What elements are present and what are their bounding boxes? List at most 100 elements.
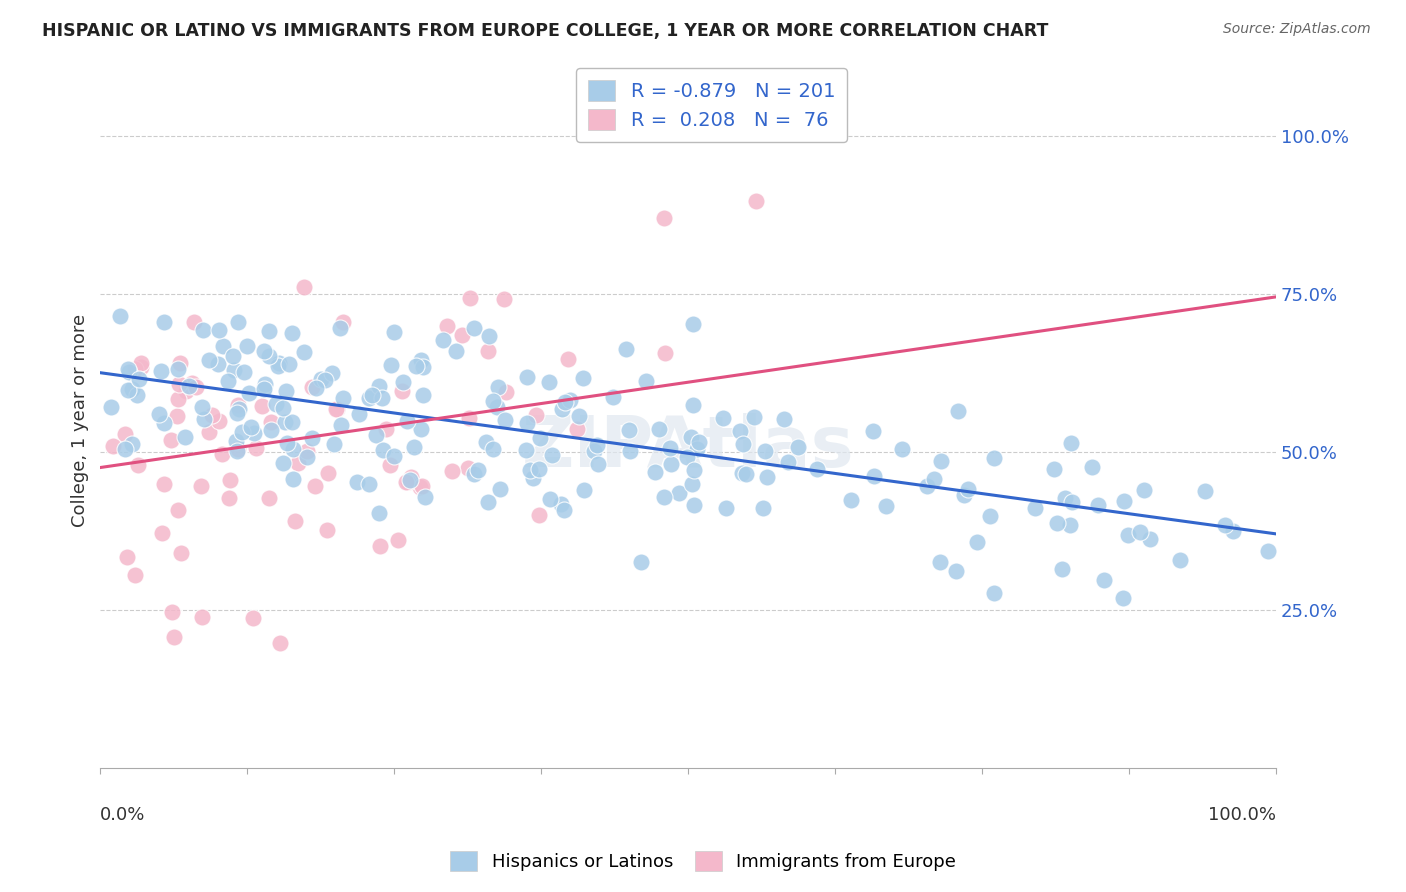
Point xyxy=(463,467,485,481)
Point xyxy=(481,442,503,456)
Point xyxy=(1194,483,1216,498)
Point xyxy=(129,356,152,370)
Point xyxy=(1213,518,1236,533)
Point xyxy=(201,409,224,423)
Point xyxy=(269,635,291,649)
Point xyxy=(295,444,318,458)
Point xyxy=(183,315,205,329)
Point xyxy=(399,473,422,487)
Point xyxy=(329,321,352,335)
Point xyxy=(558,392,581,407)
Point xyxy=(395,475,418,489)
Point xyxy=(735,467,758,481)
Point xyxy=(280,326,302,341)
Point xyxy=(218,491,240,505)
Point xyxy=(728,424,751,438)
Point xyxy=(979,509,1001,524)
Point xyxy=(752,500,775,515)
Point xyxy=(316,466,339,480)
Point xyxy=(127,388,149,402)
Point xyxy=(174,384,197,399)
Point xyxy=(332,315,354,329)
Point xyxy=(467,463,489,477)
Point xyxy=(115,550,138,565)
Point xyxy=(1139,532,1161,546)
Point xyxy=(405,359,427,373)
Point xyxy=(191,401,214,415)
Point xyxy=(522,471,544,485)
Point xyxy=(617,423,640,437)
Point xyxy=(114,442,136,456)
Point xyxy=(387,533,409,547)
Point xyxy=(167,392,190,407)
Point xyxy=(756,470,779,484)
Point xyxy=(278,357,301,371)
Point xyxy=(731,437,754,451)
Point xyxy=(257,491,280,505)
Point xyxy=(572,483,595,497)
Point xyxy=(276,436,298,450)
Point xyxy=(271,456,294,470)
Point xyxy=(301,380,323,394)
Point xyxy=(1114,493,1136,508)
Point xyxy=(253,344,276,359)
Point xyxy=(922,472,945,486)
Point xyxy=(773,411,796,425)
Point xyxy=(184,380,207,394)
Point xyxy=(586,438,609,452)
Point xyxy=(283,442,305,456)
Point xyxy=(228,402,250,417)
Point xyxy=(1133,483,1156,497)
Point xyxy=(516,370,538,384)
Point xyxy=(1024,500,1046,515)
Point xyxy=(1062,495,1084,509)
Point xyxy=(257,349,280,363)
Point xyxy=(408,480,430,494)
Point xyxy=(208,323,231,337)
Point xyxy=(644,465,666,479)
Point xyxy=(226,444,249,458)
Point xyxy=(321,367,343,381)
Point xyxy=(347,407,370,421)
Point xyxy=(191,610,214,624)
Point xyxy=(1045,516,1067,531)
Point xyxy=(983,451,1005,466)
Point xyxy=(177,379,200,393)
Point xyxy=(409,352,432,367)
Point xyxy=(226,398,249,412)
Legend: Hispanics or Latinos, Immigrants from Europe: Hispanics or Latinos, Immigrants from Eu… xyxy=(443,844,963,879)
Point xyxy=(233,365,256,379)
Point xyxy=(114,427,136,442)
Point xyxy=(494,413,516,427)
Point xyxy=(167,377,190,392)
Point xyxy=(153,315,176,329)
Point xyxy=(212,339,235,353)
Point xyxy=(259,415,281,429)
Point xyxy=(475,435,498,450)
Point xyxy=(323,437,346,451)
Point xyxy=(716,501,738,516)
Point xyxy=(486,380,509,394)
Point xyxy=(688,435,710,450)
Point xyxy=(375,422,398,436)
Point xyxy=(208,414,231,428)
Point xyxy=(929,454,952,468)
Point xyxy=(274,384,297,399)
Point xyxy=(486,400,509,414)
Point xyxy=(361,388,384,402)
Point xyxy=(1222,524,1244,538)
Point xyxy=(953,487,976,501)
Point xyxy=(382,325,405,339)
Point xyxy=(117,361,139,376)
Point xyxy=(1050,561,1073,575)
Point xyxy=(1170,553,1192,567)
Point xyxy=(281,472,304,486)
Point xyxy=(537,375,560,389)
Point xyxy=(1129,524,1152,539)
Point xyxy=(806,461,828,475)
Point xyxy=(118,365,141,379)
Point xyxy=(682,498,704,512)
Point xyxy=(260,423,283,437)
Point xyxy=(675,450,697,464)
Point xyxy=(198,425,221,439)
